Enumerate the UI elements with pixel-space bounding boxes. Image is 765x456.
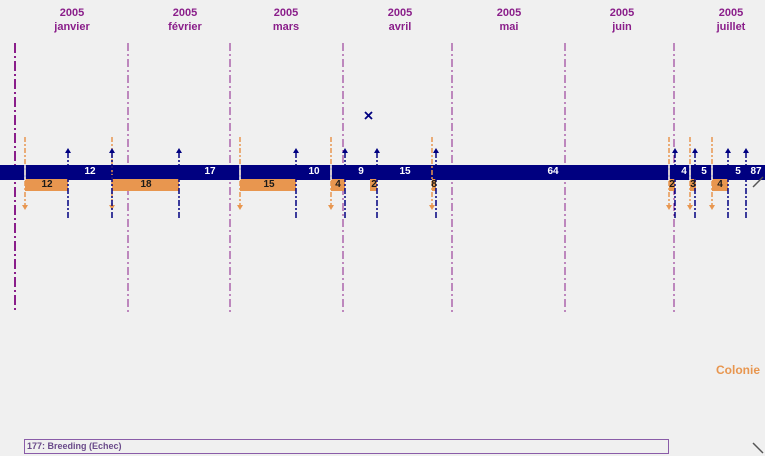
month-label-mars: 2005 mars xyxy=(241,6,331,34)
orange-down-arrow-icon xyxy=(328,205,334,210)
month-label-mai: 2005 mai xyxy=(464,6,554,34)
blue-segment-label: 17 xyxy=(204,166,216,177)
blue-segment-label: 87 xyxy=(750,166,762,177)
month-name: avril xyxy=(388,21,412,33)
blue-up-arrow-icon xyxy=(109,148,115,153)
blue-timeline-bar xyxy=(0,165,765,180)
blue-up-arrow-icon xyxy=(692,148,698,153)
orange-period-bar xyxy=(331,179,345,191)
orange-segment-label: 15 xyxy=(263,179,275,190)
orange-segment-label: 4 xyxy=(335,179,341,190)
blue-up-arrow-icon xyxy=(65,148,71,153)
month-name: juillet xyxy=(716,21,746,33)
blue-segment-label: 12 xyxy=(84,166,96,177)
blue-up-arrow-icon xyxy=(672,148,678,153)
orange-segment-label: 12 xyxy=(41,179,53,190)
orange-period-bar xyxy=(240,179,296,191)
month-year: 2005 xyxy=(273,7,299,19)
month-name: janvier xyxy=(54,21,90,33)
month-year: 2005 xyxy=(59,7,85,19)
month-name: février xyxy=(168,21,202,33)
blue-segment-label: 5 xyxy=(735,166,741,177)
orange-segment-label: 2 xyxy=(371,179,377,190)
orange-segment-label: 18 xyxy=(140,179,152,190)
month-year: 2005 xyxy=(387,7,413,19)
orange-segment-label: 2 xyxy=(669,179,675,190)
month-name: juin xyxy=(612,21,632,33)
orange-down-arrow-icon xyxy=(666,205,672,210)
blue-segment-label: 5 xyxy=(701,166,707,177)
orange-period-bar xyxy=(669,179,675,191)
month-year: 2005 xyxy=(496,7,522,19)
orange-down-arrow-icon xyxy=(237,205,243,210)
month-label-fevrier: 2005 février xyxy=(140,6,230,34)
month-label-avril: 2005 avril xyxy=(355,6,445,34)
scroll-right-indicator-icon[interactable] xyxy=(752,176,764,188)
orange-segment-label: 8 xyxy=(431,179,437,190)
blue-segment-label: 10 xyxy=(308,166,320,177)
orange-down-arrow-icon xyxy=(22,205,28,210)
orange-down-arrow-icon xyxy=(429,205,435,210)
month-year: 2005 xyxy=(718,7,744,19)
blue-up-arrow-icon xyxy=(433,148,439,153)
blue-up-arrow-icon xyxy=(725,148,731,153)
breeding-event-box[interactable]: 177: Breeding (Echec) xyxy=(24,439,669,454)
orange-segment-label: 4 xyxy=(717,179,723,190)
month-label-janvier: 2005 janvier xyxy=(27,6,117,34)
blue-up-arrow-icon xyxy=(342,148,348,153)
scroll-corner-indicator-icon[interactable] xyxy=(752,442,764,454)
cross-mark-icon[interactable] xyxy=(364,111,373,120)
orange-segment-label: 3 xyxy=(690,179,696,190)
blue-up-arrow-icon xyxy=(176,148,182,153)
orange-down-arrow-icon xyxy=(109,205,115,210)
orange-down-arrow-icon xyxy=(709,205,715,210)
month-name: mars xyxy=(272,21,300,33)
month-year: 2005 xyxy=(172,7,198,19)
blue-segment-label: 15 xyxy=(399,166,411,177)
orange-period-bar xyxy=(690,179,696,191)
month-year: 2005 xyxy=(609,7,635,19)
orange-period-bar xyxy=(432,179,436,191)
orange-down-arrow-icon xyxy=(687,205,693,210)
orange-period-bar xyxy=(370,179,377,191)
blue-segment-label: 4 xyxy=(681,166,687,177)
blue-segment-label: 64 xyxy=(547,166,559,177)
blue-up-arrow-icon xyxy=(743,148,749,153)
orange-period-bar xyxy=(712,179,728,191)
blue-up-arrow-icon xyxy=(374,148,380,153)
breeding-event-label: 177: Breeding (Echec) xyxy=(27,441,122,451)
month-label-juin: 2005 juin xyxy=(577,6,667,34)
orange-period-bar xyxy=(25,179,68,191)
blue-up-arrow-icon xyxy=(293,148,299,153)
month-label-juillet: 2005 juillet xyxy=(686,6,765,34)
blue-segment-label: 9 xyxy=(358,166,364,177)
colony-label: Colonie xyxy=(716,363,760,377)
orange-period-bar xyxy=(112,179,179,191)
month-name: mai xyxy=(499,21,519,33)
